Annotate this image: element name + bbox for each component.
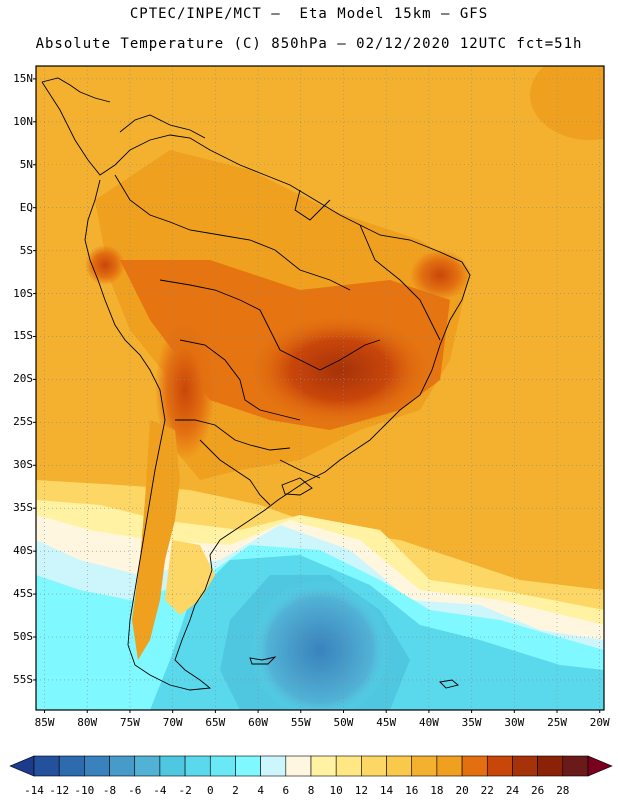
lon-label: 70W xyxy=(162,716,183,729)
lat-label: 50S xyxy=(13,630,33,643)
colorbar-swatch xyxy=(58,755,85,777)
colorbar-swatch xyxy=(335,755,362,777)
colorbar-max-arrow xyxy=(587,755,613,777)
lon-label: 20W xyxy=(589,716,610,729)
colorbar-tick-label: 10 xyxy=(329,784,343,797)
colorbar-tick-label: -4 xyxy=(153,784,167,797)
colorbar-swatch xyxy=(310,755,337,777)
colorbar-tick-label: 12 xyxy=(354,784,368,797)
colorbar-tick-label: -12 xyxy=(49,784,70,797)
colorbar-tick-label: 8 xyxy=(307,784,315,797)
colorbar-tick-label: 4 xyxy=(257,784,264,797)
colorbar-tick-label: -14 xyxy=(24,784,44,797)
colorbar-swatch xyxy=(486,755,513,777)
map-frame xyxy=(35,65,605,711)
axis-ticks xyxy=(33,78,601,713)
lat-label: 40S xyxy=(13,544,33,558)
lat-label: 35S xyxy=(13,501,33,515)
lat-label: 25S xyxy=(13,415,33,429)
colorbar-swatch xyxy=(386,755,413,777)
colorbar-tick-label: 22 xyxy=(480,784,494,797)
colorbar-tick-label: 28 xyxy=(556,784,570,797)
colorbar-swatch xyxy=(209,755,236,777)
lon-label: 25W xyxy=(547,716,567,729)
lat-label: 5S xyxy=(19,243,33,257)
colorbar-swatch xyxy=(260,755,287,777)
colorbar-swatch xyxy=(562,755,589,777)
lat-label: EQ xyxy=(19,200,33,214)
lon-label: 75W xyxy=(120,716,140,729)
colorbar-swatch xyxy=(361,755,387,777)
lon-label: 40W xyxy=(418,716,439,729)
coordinate-grid xyxy=(36,66,604,710)
lon-label: 35W xyxy=(461,716,482,729)
lon-label: 65W xyxy=(205,716,226,729)
colorbar-tick-label: 20 xyxy=(455,784,469,797)
lat-label: 15N xyxy=(13,71,33,85)
colorbar-swatch xyxy=(461,755,488,777)
colorbar-tick-label: 6 xyxy=(282,784,290,797)
lat-label: 10S xyxy=(13,286,33,300)
colorbar-tick-label: 24 xyxy=(505,784,520,797)
colorbar xyxy=(9,755,613,777)
colorbar-tick-label: -6 xyxy=(128,784,142,797)
lat-label: 10N xyxy=(13,114,33,128)
lon-label: 85W xyxy=(34,716,55,729)
lon-label: 45W xyxy=(376,716,397,729)
colorbar-swatch xyxy=(512,755,538,777)
lat-label: 45S xyxy=(13,587,33,601)
coastlines xyxy=(41,77,471,691)
colorbar-swatch xyxy=(33,755,60,777)
colorbar-tick-label: -2 xyxy=(178,784,192,797)
lon-label: 50W xyxy=(333,716,354,729)
colorbar-tick-label: 18 xyxy=(430,784,444,797)
colorbar-swatch xyxy=(235,755,261,777)
lat-label: 15S xyxy=(13,329,33,343)
colorbar-swatch xyxy=(436,755,463,777)
colorbar-swatch xyxy=(411,755,438,777)
colorbar-tick-label: 26 xyxy=(531,784,545,797)
colorbar-tick-label: -8 xyxy=(102,784,117,797)
temperature-field xyxy=(36,66,604,710)
colorbar-swatch xyxy=(159,755,186,777)
colorbar-tick-label: 14 xyxy=(379,784,394,797)
lon-label: 80W xyxy=(77,716,98,729)
colorbar-tick-label: 0 xyxy=(206,784,214,797)
colorbar-swatch xyxy=(537,755,564,777)
lat-label: 20S xyxy=(13,372,33,386)
map-subtitle: Absolute Temperature (C) 850hPa – 02/12/… xyxy=(35,36,583,52)
colorbar-min-arrow xyxy=(9,755,35,777)
colorbar-swatch xyxy=(285,755,312,777)
lat-label: 30S xyxy=(13,458,33,472)
colorbar-tick-label: 16 xyxy=(405,784,419,797)
colorbar-tick-label: 2 xyxy=(232,784,239,797)
colorbar-swatch xyxy=(84,755,110,777)
lat-label: 55S xyxy=(13,672,33,686)
colorbar-swatch xyxy=(109,755,136,777)
colorbar-swatch xyxy=(134,755,161,777)
lon-label: 60W xyxy=(248,716,268,729)
lat-label: 5N xyxy=(19,157,33,171)
lon-label: 55W xyxy=(290,716,311,729)
map-title: CPTEC/INPE/MCT – Eta Model 15km – GFS xyxy=(129,6,489,22)
colorbar-swatch xyxy=(184,755,211,777)
lon-label: 30W xyxy=(504,716,525,729)
colorbar-tick-label: -10 xyxy=(74,784,95,797)
